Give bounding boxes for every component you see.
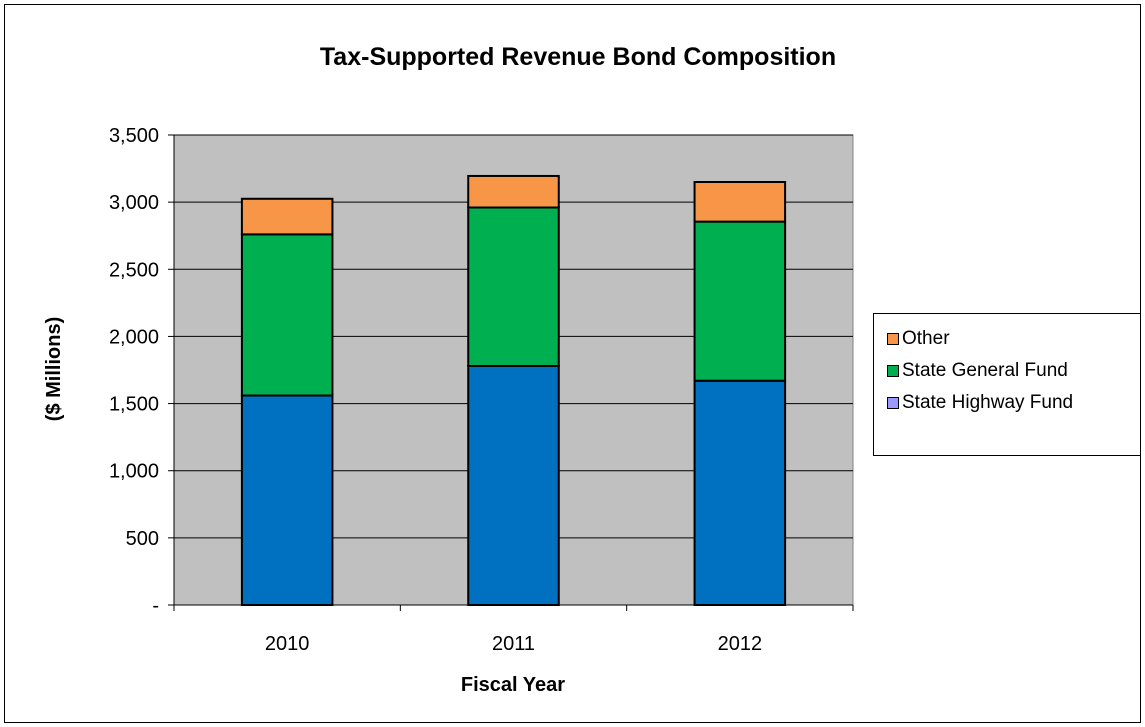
bar-segment bbox=[240, 197, 334, 236]
bar-segment bbox=[693, 220, 787, 382]
legend-label: Other bbox=[902, 328, 950, 349]
bar-segment bbox=[693, 379, 787, 606]
chart-title: Tax-Supported Revenue Bond Composition bbox=[320, 43, 836, 71]
legend-swatch bbox=[887, 365, 899, 377]
y-tick-label: 2,000 bbox=[109, 326, 159, 348]
legend-label: State General Fund bbox=[902, 360, 1068, 381]
y-axis-label: ($ Millions) bbox=[43, 317, 65, 421]
x-axis-label: Fiscal Year bbox=[461, 674, 565, 696]
bar-segment bbox=[467, 364, 560, 606]
x-tick-label: 2012 bbox=[718, 633, 763, 655]
legend: Other State General Fund State Highway Fun… bbox=[873, 313, 1141, 456]
y-tick-label: 3,500 bbox=[109, 125, 159, 147]
axes: - 500 1,000 1,500 2,000 2,500 3,000 3,500 2010 20… bbox=[109, 125, 854, 655]
y-tick-label: 1,000 bbox=[109, 461, 159, 483]
legend-swatch bbox=[887, 397, 899, 409]
bars bbox=[240, 174, 787, 606]
x-tick-label: 2010 bbox=[265, 633, 310, 655]
bar-segment bbox=[240, 233, 334, 397]
bar-segment bbox=[693, 181, 787, 223]
y-tick-label: - bbox=[152, 595, 159, 617]
y-tick-label: 3,000 bbox=[109, 192, 159, 214]
legend-swatch bbox=[887, 333, 899, 345]
x-tick-label: 2011 bbox=[492, 633, 535, 655]
legend-item: State General Fund bbox=[874, 355, 1140, 387]
bar-segment bbox=[240, 394, 334, 606]
bar-segment bbox=[467, 206, 560, 367]
legend-item: State Highway Fund bbox=[874, 387, 1140, 419]
y-tick-label: 2,500 bbox=[109, 259, 159, 281]
bar-segment bbox=[467, 174, 560, 209]
y-tick-label: 1,500 bbox=[109, 394, 159, 416]
y-tick-label: 500 bbox=[126, 528, 159, 550]
legend-label: State Highway Fund bbox=[902, 392, 1074, 413]
legend-item: Other bbox=[874, 323, 1140, 355]
